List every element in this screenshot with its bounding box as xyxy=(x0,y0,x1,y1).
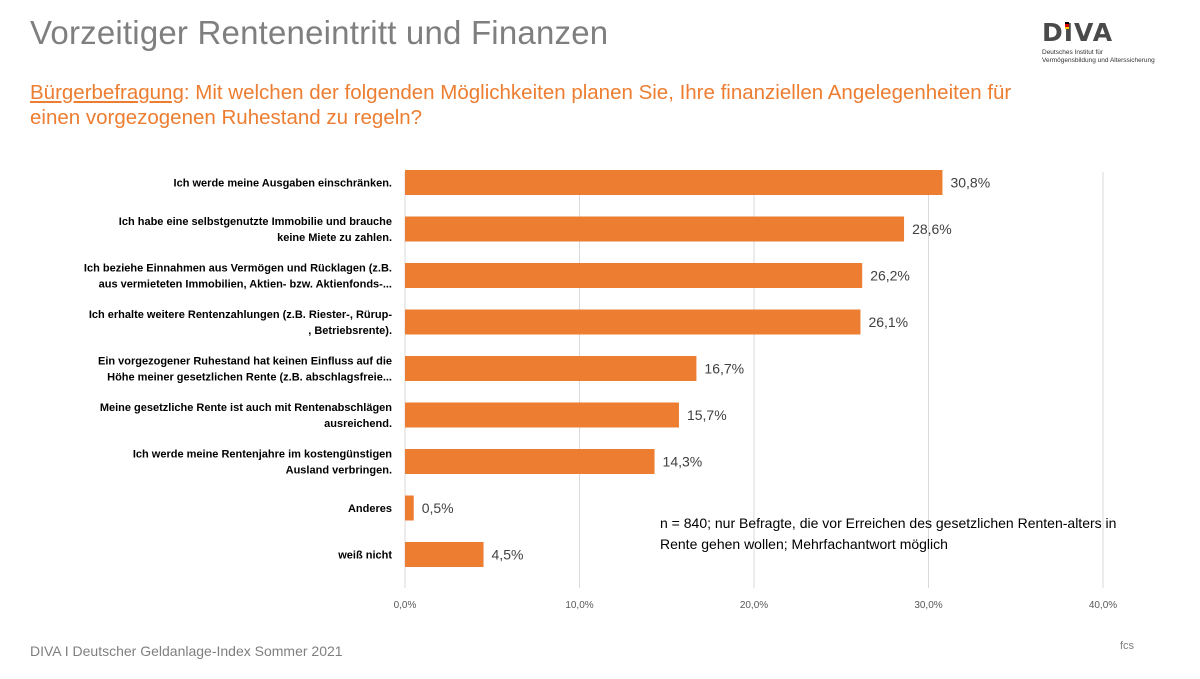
german-flag-icon xyxy=(1065,22,1069,29)
diva-logo: DIVA Deutsches Institut für Vermögensbil… xyxy=(1042,18,1192,70)
category-label: Meine gesetzliche Rente ist auch mit Ren… xyxy=(100,402,392,414)
flag-stripe-gold xyxy=(1065,26,1069,29)
category-label: Ich erhalte weitere Rentenzahlungen (z.B… xyxy=(89,309,392,321)
data-label: 26,2% xyxy=(870,268,910,284)
x-tick-label: 40,0% xyxy=(1089,600,1117,611)
data-label: 4,5% xyxy=(492,547,524,563)
category-label: Ich werde meine Rentenjahre im kostengün… xyxy=(133,449,392,461)
bar xyxy=(405,356,697,381)
data-label: 26,1% xyxy=(868,314,908,330)
category-label: weiß nicht xyxy=(337,550,392,562)
survey-question: Bürgerbefragung: Mit welchen der folgend… xyxy=(30,80,1030,130)
category-label: Ausland verbringen. xyxy=(286,465,392,477)
category-label: , Betriebsrente). xyxy=(308,325,392,337)
flag-stripe-black xyxy=(1065,22,1069,25)
sample-note: n = 840; nur Befragte, die vor Erreichen… xyxy=(660,515,1117,552)
category-label: Ich beziehe Einnahmen aus Vermögen und R… xyxy=(84,263,392,275)
category-label: Ich habe eine selbstgenutzte Immobilie u… xyxy=(119,216,392,228)
category-label: ausreichend. xyxy=(324,418,392,430)
page-title: Vorzeitiger Renteneintritt und Finanzen xyxy=(30,14,609,51)
logo-subtitle: Deutsches Institut für Vermögensbildung … xyxy=(1042,49,1155,65)
data-label: 30,8% xyxy=(950,175,990,191)
footer-mark: fcs xyxy=(1120,640,1135,652)
category-label: Ein vorgezogener Ruhestand hat keinen Ei… xyxy=(98,356,392,368)
bar xyxy=(405,402,679,428)
data-label: 28,6% xyxy=(912,221,952,237)
x-tick-label: 20,0% xyxy=(740,600,768,611)
bar xyxy=(405,542,484,567)
footer-source: DIVA I Deutscher Geldanlage-Index Sommer… xyxy=(30,643,343,659)
category-label: Anderes xyxy=(348,503,392,515)
category-label: Höhe meiner gesetzlichen Rente (z.B. abs… xyxy=(107,372,392,384)
survey-question-text: : Mit welchen der folgenden Möglichkeite… xyxy=(30,81,1012,129)
data-label: 0,5% xyxy=(422,500,454,516)
category-label: Ich werde meine Ausgaben einschränken. xyxy=(174,178,392,190)
survey-question-label: Bürgerbefragung xyxy=(30,81,184,104)
flag-stripe-red xyxy=(1065,24,1069,27)
x-tick-label: 0,0% xyxy=(394,600,417,611)
bar xyxy=(405,495,414,521)
logo-wordmark: DIVA xyxy=(1042,18,1114,47)
x-tick-label: 30,0% xyxy=(914,600,942,611)
bar xyxy=(405,263,863,288)
bar xyxy=(405,170,943,195)
data-label: 14,3% xyxy=(663,454,703,470)
data-label: 16,7% xyxy=(704,361,744,377)
category-label: aus vermieteten Immobilien, Aktien- bzw.… xyxy=(99,279,392,291)
bar xyxy=(405,449,655,474)
category-label: keine Miete zu zahlen. xyxy=(277,232,392,244)
bar xyxy=(405,216,905,242)
logo-subtitle-line2: Vermögensbildung und Alterssicherung xyxy=(1042,57,1155,64)
data-label: 15,7% xyxy=(687,407,727,423)
logo-subtitle-line1: Deutsches Institut für xyxy=(1042,49,1104,56)
bar xyxy=(405,309,861,335)
x-tick-label: 10,0% xyxy=(565,600,593,611)
